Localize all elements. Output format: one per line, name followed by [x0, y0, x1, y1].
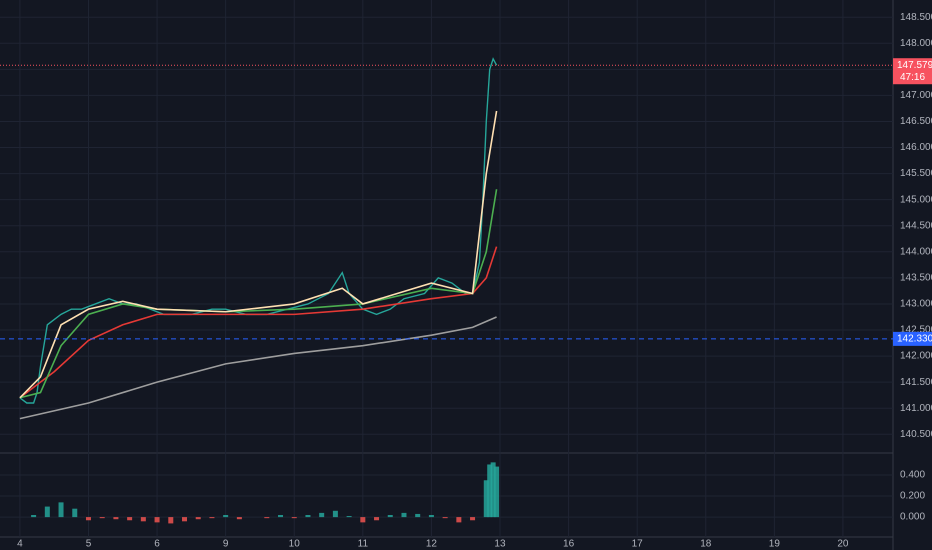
x-tick-label: 12	[426, 539, 438, 550]
histogram-bar	[44, 506, 50, 518]
histogram-bar	[346, 516, 352, 518]
histogram-bar	[127, 517, 133, 521]
y-tick-label: 142.500	[900, 325, 932, 336]
x-tick-label: 18	[700, 539, 712, 550]
histogram-bar	[291, 517, 297, 519]
countdown: 47:16	[900, 72, 925, 83]
y-tick-label: 142.000	[900, 351, 932, 362]
histogram-bar	[374, 517, 380, 521]
histogram-bar	[223, 515, 229, 518]
histogram-bar	[99, 517, 105, 519]
x-tick-label: 4	[17, 539, 23, 550]
histogram-bar	[332, 510, 338, 518]
histogram-bar	[428, 515, 434, 518]
y-tick-label: 0.000	[900, 512, 925, 523]
x-tick-label: 10	[289, 539, 301, 550]
histogram-bar	[456, 517, 462, 523]
y-tick-label: 143.000	[900, 299, 932, 310]
x-tick-label: 16	[563, 539, 575, 550]
histogram-bar	[360, 517, 366, 523]
histogram-bar	[470, 517, 476, 521]
horizontal-line-label: 142.330	[897, 334, 932, 345]
histogram-bar	[319, 512, 325, 518]
histogram-bar	[236, 517, 242, 520]
series-line	[19, 316, 497, 420]
last-price-label: 147.579	[897, 60, 932, 71]
histogram-bar	[168, 517, 174, 524]
histogram-bar	[401, 512, 407, 518]
y-tick-label: 143.500	[900, 273, 932, 284]
y-tick-label: 145.500	[900, 168, 932, 179]
x-tick-label: 17	[632, 539, 644, 550]
x-tick-label: 6	[154, 539, 160, 550]
histogram-bar	[305, 515, 311, 518]
histogram-bar	[140, 517, 146, 522]
histogram-bar	[264, 517, 270, 519]
y-tick-label: 141.000	[900, 403, 932, 414]
last-price-label-bg	[893, 58, 932, 85]
histogram-bar	[31, 515, 37, 518]
histogram-bar	[415, 513, 421, 518]
x-tick-label: 20	[837, 539, 849, 550]
histogram-bar	[181, 517, 187, 522]
histogram-bar	[72, 508, 78, 518]
y-tick-label: 148.500	[900, 12, 932, 23]
y-tick-label: 144.500	[900, 220, 932, 231]
horizontal-line-label-bg	[893, 331, 932, 346]
histogram-bar	[387, 515, 393, 518]
x-tick-label: 19	[769, 539, 781, 550]
x-tick-label: 13	[494, 539, 506, 550]
series-line	[19, 110, 498, 399]
y-tick-label: 146.500	[900, 116, 932, 127]
y-tick-label: 145.000	[900, 194, 932, 205]
histogram-bar	[154, 517, 160, 523]
y-tick-label: 147.000	[900, 90, 932, 101]
y-tick-label: 0.400	[900, 470, 925, 481]
histogram-bar	[85, 517, 91, 521]
histogram-bar	[494, 466, 500, 518]
histogram-bar	[209, 517, 215, 519]
histogram-bar	[490, 462, 496, 518]
y-tick-label: 141.500	[900, 377, 932, 388]
histogram-bar	[442, 517, 448, 519]
y-tick-label: 140.500	[900, 429, 932, 440]
histogram-bar	[487, 464, 493, 518]
series-line	[19, 246, 498, 399]
x-tick-label: 11	[358, 539, 369, 550]
y-tick-label: 148.000	[900, 38, 932, 49]
x-tick-label: 5	[86, 539, 92, 550]
y-tick-label: 144.000	[900, 246, 932, 257]
histogram-bar	[195, 517, 201, 520]
histogram-bar	[278, 515, 284, 518]
x-tick-label: 9	[223, 539, 229, 550]
y-tick-label: 0.200	[900, 491, 925, 502]
series-line	[19, 57, 498, 404]
histogram-bar	[58, 502, 64, 518]
histogram-bar	[483, 480, 489, 518]
y-tick-label: 146.000	[900, 142, 932, 153]
histogram-bar	[113, 517, 119, 520]
